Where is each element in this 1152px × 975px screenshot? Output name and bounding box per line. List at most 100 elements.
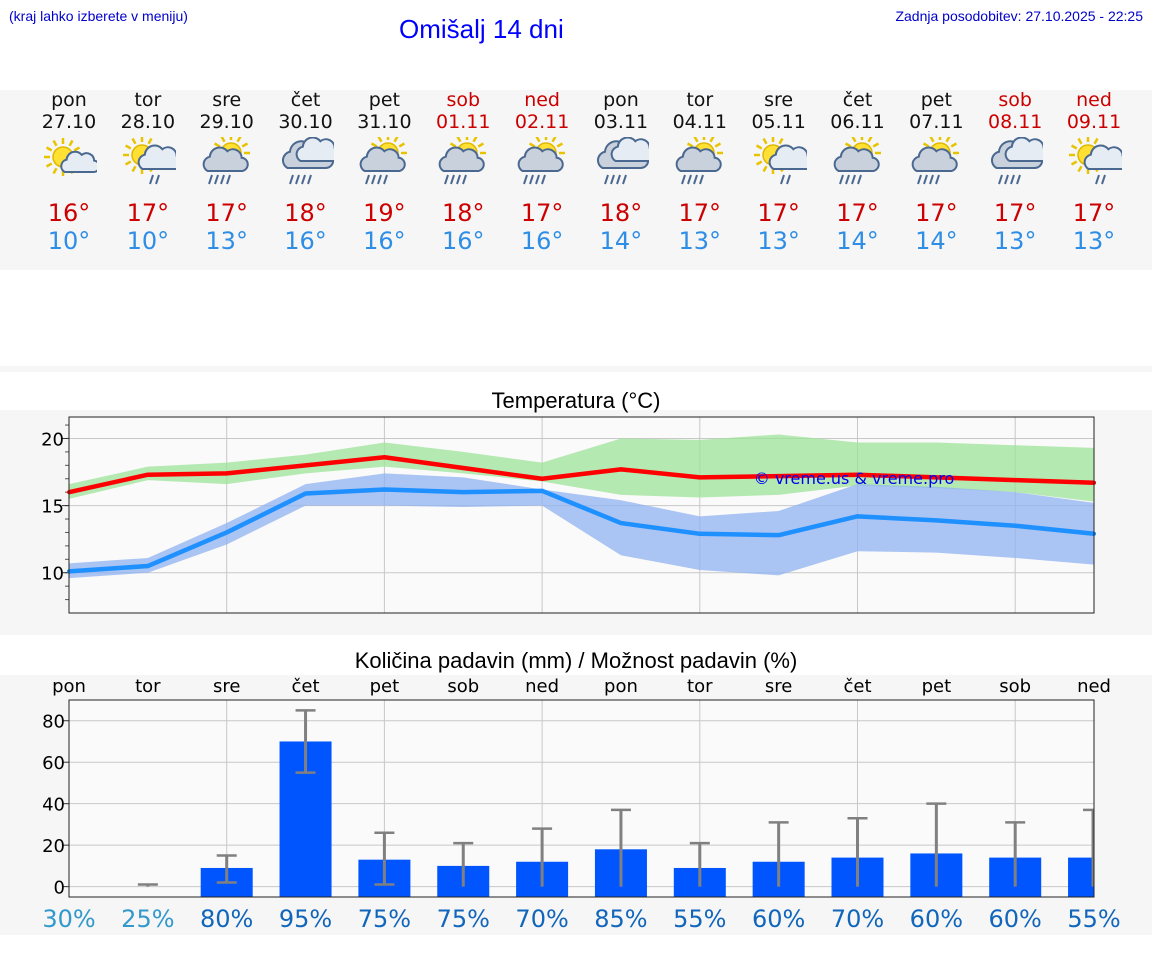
max-temp: 17° — [757, 199, 800, 227]
sun-cloud-icon — [44, 138, 97, 176]
sun-cloud-heavy-rain-icon — [517, 137, 566, 185]
sun-ray — [472, 137, 478, 143]
max-temp-point — [145, 472, 150, 477]
day-name: čet — [290, 89, 321, 111]
max-temp: 17° — [836, 199, 879, 227]
sun-cloud-rain-icon — [122, 137, 176, 185]
x-category-label: pon — [604, 676, 638, 697]
x-category-label: sre — [765, 676, 792, 697]
precipitation-chart-title: Količina padavin (mm) / Možnost padavin … — [354, 648, 798, 673]
cloud-shape — [202, 146, 249, 172]
day-column: tor 04.11 17° 13° — [660, 89, 740, 259]
sun-ray — [945, 137, 951, 143]
rain-drop — [306, 174, 312, 185]
rain-drop — [929, 174, 935, 185]
precip-probability: 70% — [515, 905, 568, 933]
x-category-label: čet — [292, 676, 320, 697]
sun-ray — [52, 139, 58, 147]
cloud-shape — [360, 146, 407, 172]
rain-drop — [680, 174, 686, 185]
max-temp-point — [1013, 478, 1018, 483]
day-column: sob 08.11 17° 13° — [975, 89, 1055, 259]
min-temp-line — [68, 487, 1095, 574]
sun-ray — [1093, 137, 1099, 145]
sun-ray — [131, 165, 137, 173]
rain-drop — [377, 174, 383, 185]
precip-probability: 85% — [594, 905, 647, 933]
cloud-shape — [438, 146, 485, 172]
rain-drop — [523, 174, 529, 185]
day-name: sob — [998, 89, 1032, 111]
precip-bar — [1068, 857, 1094, 897]
min-temp: 16° — [441, 227, 485, 255]
day-column: pon 27.10 16° 10° — [29, 89, 109, 259]
min-temp: 14° — [599, 227, 643, 255]
rain-drop — [450, 174, 456, 185]
y-tick-label: 10 — [41, 564, 64, 585]
day-column: ned 02.11 17° 16° — [502, 89, 582, 259]
max-temp: 18° — [284, 199, 327, 227]
cloud-shape — [60, 150, 97, 173]
min-temp: 13° — [757, 227, 800, 255]
x-category-label: pet — [370, 676, 400, 697]
sun-ray — [535, 137, 541, 143]
min-temp-point — [855, 514, 860, 519]
min-temp: 10° — [47, 227, 91, 255]
day-date: 31.10 — [357, 111, 412, 133]
plot-frame — [68, 699, 1095, 898]
day-date: 09.11 — [1066, 111, 1122, 133]
precip-probability: 75% — [358, 905, 411, 933]
day-name: sre — [212, 89, 242, 111]
location-menu-hint: (kraj lahko izberete v meniju) — [9, 8, 188, 24]
rain-drop — [838, 174, 844, 185]
max-temp-point — [855, 472, 860, 477]
rain-drop — [365, 174, 371, 185]
sun-ray — [399, 142, 406, 148]
rain-drop — [603, 174, 609, 185]
min-temp: 16° — [520, 227, 564, 255]
day-date: 04.11 — [672, 111, 727, 133]
min-temp-point — [697, 531, 702, 536]
sun-ray — [778, 137, 784, 145]
sun-ray — [456, 137, 462, 143]
sun-cloud-heavy-rain-icon — [360, 137, 408, 185]
precip-probability: 60% — [989, 905, 1042, 933]
sun-ray — [68, 139, 74, 147]
precip-probability: 55% — [673, 905, 726, 933]
max-temp-point — [697, 475, 702, 480]
min-temp: 13° — [993, 227, 1037, 255]
rain-drop — [850, 174, 856, 185]
sun-ray — [850, 137, 857, 143]
day-date: 28.10 — [120, 111, 176, 133]
min-temp: 14° — [915, 227, 958, 255]
min-temp-point — [382, 487, 387, 492]
sun-ray — [551, 137, 557, 143]
sun-cloud-heavy-rain-icon — [911, 137, 960, 185]
day-column: sob 01.11 18° 16° — [423, 89, 503, 259]
day-date: 30.10 — [278, 111, 333, 133]
rain-drop — [541, 174, 547, 185]
sun-ray — [866, 137, 873, 143]
rain-drop — [1016, 174, 1022, 185]
sun-ray — [147, 137, 153, 145]
day-column: tor 28.10 17° 10° — [108, 89, 188, 259]
sun-ray — [762, 165, 768, 173]
rain-drop — [1004, 174, 1010, 185]
x-category-label: čet — [843, 676, 871, 697]
day-date: 07.11 — [909, 111, 964, 133]
sun-ray — [124, 160, 132, 166]
sun-ray — [556, 142, 564, 148]
rain-drop — [779, 174, 785, 185]
max-temp-point — [303, 463, 308, 468]
precip-probability: 25% — [121, 905, 174, 933]
y-tick-label: 60 — [42, 753, 65, 774]
rain-drop — [213, 174, 219, 185]
max-temp: 17° — [678, 199, 722, 227]
x-category-label: ned — [525, 676, 559, 697]
day-date: 02.11 — [514, 111, 570, 133]
max-temp-point — [382, 455, 387, 460]
sun-ray — [950, 142, 958, 148]
rain-drop — [686, 174, 692, 185]
cloud-shape — [1083, 144, 1123, 170]
cloud-shape — [675, 146, 722, 172]
